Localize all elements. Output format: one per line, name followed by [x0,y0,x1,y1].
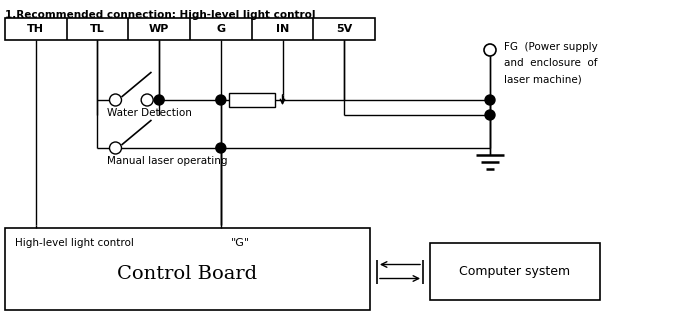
Text: WP: WP [149,24,170,34]
Text: Control Board: Control Board [117,265,258,283]
Text: FG  (Power supply: FG (Power supply [504,42,598,52]
Text: and  enclosure  of: and enclosure of [504,58,598,68]
Bar [5,228,370,310]
Text: IN: IN [276,24,289,34]
Text: G: G [216,24,225,34]
Text: Manual laser operating: Manual laser operating [108,156,228,166]
Bar [5,18,375,40]
Text: TL: TL [90,24,105,34]
Circle shape [485,110,495,120]
Circle shape [216,95,226,105]
Circle shape [154,95,164,105]
Text: High-level light control: High-level light control [15,238,134,248]
Circle shape [485,95,495,105]
Text: Water Detection: Water Detection [108,108,192,118]
Circle shape [216,143,226,153]
Text: laser machine): laser machine) [504,74,581,84]
Text: Computer system: Computer system [460,265,571,278]
Bar [229,93,275,107]
Text: TH: TH [28,24,44,34]
Text: 1.Recommended connection: High-level light control: 1.Recommended connection: High-level lig… [5,10,316,20]
Bar [430,243,600,300]
Text: "G": "G" [232,238,250,248]
Text: 5V: 5V [336,24,352,34]
